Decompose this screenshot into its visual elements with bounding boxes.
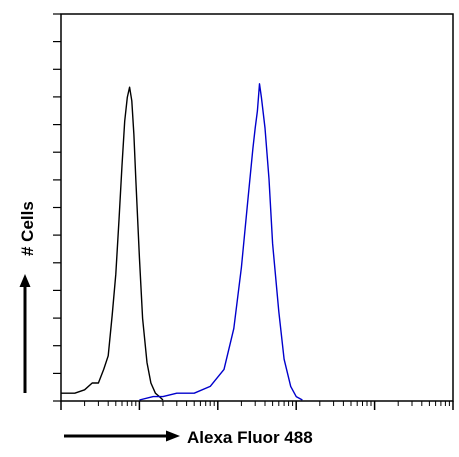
histogram-series-1 (61, 86, 164, 401)
y-axis-arrow (19, 274, 31, 393)
series-layer (61, 83, 303, 401)
y-axis-label: # Cells (18, 201, 37, 256)
x-axis-ticks (60, 401, 454, 410)
x-axis-arrow (64, 430, 180, 442)
histogram-series-2 (139, 83, 303, 401)
x-axis-label: Alexa Fluor 488 (187, 428, 313, 447)
plot-area (53, 13, 454, 410)
plot-frame (60, 13, 454, 402)
y-axis-ticks (53, 13, 61, 402)
